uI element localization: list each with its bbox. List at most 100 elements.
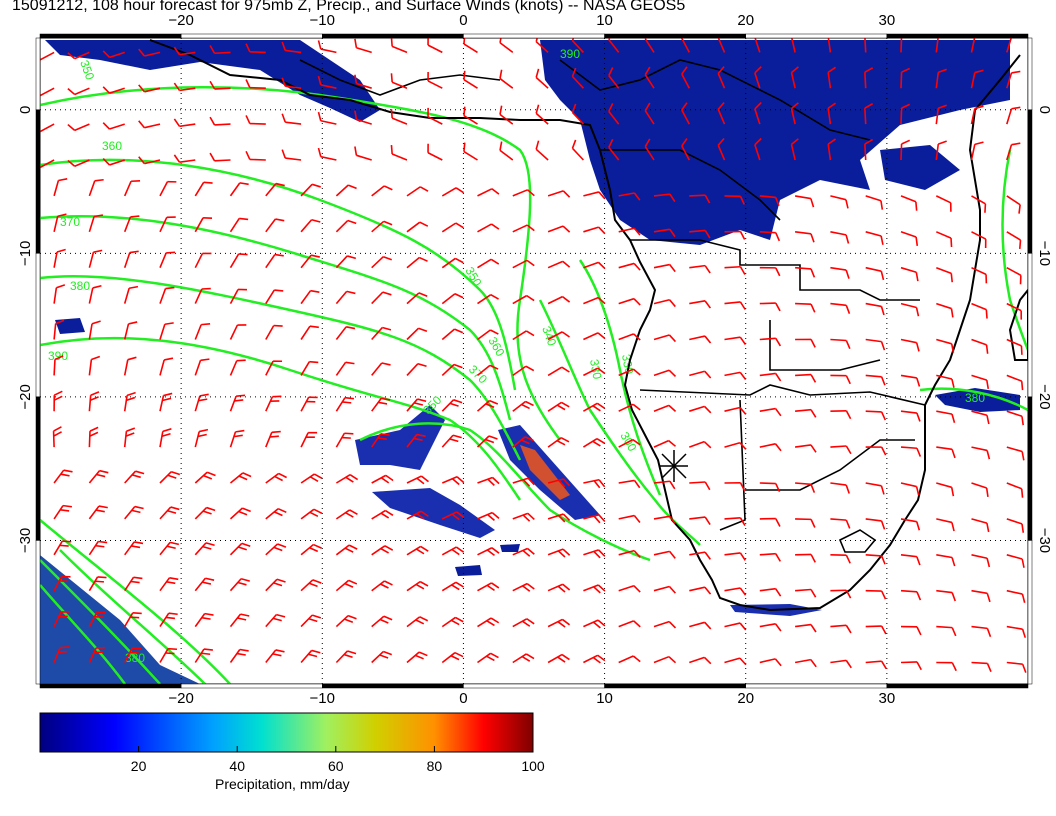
- wind-barb: [1006, 625, 1027, 638]
- wind-barb: [900, 661, 922, 671]
- wind-barb: [795, 408, 817, 418]
- wind-barb: [689, 586, 712, 595]
- wind-barb: [194, 542, 215, 556]
- wind-barb: [159, 216, 176, 233]
- wind-barb: [547, 653, 570, 664]
- wind-barb: [653, 228, 676, 238]
- wind-barb: [618, 262, 641, 271]
- wind-barb: [53, 469, 73, 484]
- wind-barb: [300, 289, 320, 305]
- wind-barb: [406, 433, 426, 448]
- wind-barb: [40, 51, 55, 61]
- wind-barb: [571, 67, 584, 89]
- wind-barb: [865, 302, 885, 316]
- axes: −20 −20 −10 −10 0 0 10 10 20 20 30 30 0 0 −10 −10 −20 −20…: [17, 12, 1053, 707]
- wind-barb: [265, 395, 282, 412]
- wind-barb: [547, 583, 571, 593]
- wind-barb: [795, 553, 816, 563]
- wind-barb: [371, 326, 392, 341]
- wind-barb: [300, 254, 320, 269]
- wind-barb: [194, 181, 213, 197]
- wind-barb: [427, 38, 443, 54]
- frame-segment: [604, 33, 746, 39]
- wind-barb: [67, 87, 90, 96]
- wind-barb: [300, 473, 323, 484]
- frame-segment: [180, 33, 323, 39]
- wind-barb: [512, 330, 535, 341]
- wind-barb: [1006, 195, 1021, 214]
- wind-barb: [689, 440, 712, 449]
- wind-barb: [618, 584, 641, 593]
- border-4: [745, 439, 915, 491]
- wind-barb: [759, 623, 782, 632]
- wind-barb: [689, 656, 712, 665]
- wind-barb: [88, 355, 101, 376]
- wind-barb: [535, 68, 549, 89]
- wind-barb: [865, 482, 885, 495]
- wind-barb: [390, 38, 408, 54]
- wind-barb: [618, 333, 641, 341]
- wind-barb: [194, 323, 211, 340]
- wind-barb: [1006, 554, 1025, 568]
- wind-barb: [102, 50, 125, 59]
- wind-barb: [1006, 446, 1025, 461]
- wind-barb: [88, 178, 104, 197]
- wind-barb: [138, 84, 161, 93]
- wind-barb: [300, 543, 322, 556]
- wind-barb: [618, 620, 641, 628]
- wind-barb: [1006, 266, 1022, 285]
- wind-barb: [335, 432, 354, 448]
- wind-barb: [229, 472, 252, 484]
- wind-barb: [335, 255, 357, 269]
- wind-barb: [681, 38, 691, 53]
- wind-barb: [390, 145, 408, 161]
- wind-barb: [830, 231, 850, 244]
- wind-barb: [371, 433, 390, 448]
- wind-barb: [830, 266, 850, 279]
- wind-barb: [865, 231, 884, 245]
- wind-barb: [88, 214, 104, 233]
- lon-tick-label-bottom: −10: [310, 690, 335, 707]
- precip-small-1: [55, 318, 85, 334]
- contour-label: 380: [70, 279, 90, 293]
- wind-barb: [571, 139, 584, 161]
- wind-barb: [209, 116, 231, 126]
- lon-tick-label-bottom: 30: [879, 690, 896, 707]
- wind-barb: [936, 482, 955, 497]
- wind-barb: [335, 614, 357, 628]
- wind-barb: [427, 143, 443, 161]
- contour-label: 380: [125, 651, 145, 665]
- wind-barb: [571, 38, 584, 53]
- wind-barb: [53, 213, 67, 232]
- wind-barb: [618, 655, 641, 664]
- wind-barb: [759, 407, 782, 417]
- wind-barb: [689, 335, 712, 344]
- wind-barb: [830, 410, 852, 420]
- wind-barb: [159, 506, 180, 520]
- wind-barb: [194, 252, 212, 269]
- wind-barb: [865, 338, 886, 351]
- wind-barb: [971, 554, 991, 568]
- contour-label: 390: [48, 349, 68, 363]
- wind-barb: [406, 362, 427, 376]
- wind-barb: [194, 612, 214, 628]
- wind-barb: [717, 66, 726, 89]
- wind-barb: [265, 218, 285, 233]
- wind-barb: [335, 544, 358, 556]
- wind-barb: [1006, 142, 1021, 161]
- wind-barb: [759, 231, 781, 242]
- wind-barb: [371, 650, 393, 664]
- wind-barb: [618, 403, 641, 412]
- wind-barb: [547, 295, 571, 305]
- wind-barb: [335, 290, 356, 305]
- wind-barb: [300, 431, 318, 448]
- height-contour: [578, 259, 662, 496]
- wind-barb: [717, 38, 726, 53]
- wind-barb: [689, 194, 711, 204]
- frame-segment: [35, 253, 41, 398]
- wind-barb: [245, 79, 266, 89]
- wind-barb: [653, 439, 677, 448]
- wind-barb: [477, 652, 499, 664]
- wind-barb: [759, 587, 782, 597]
- wind-barb: [790, 102, 799, 125]
